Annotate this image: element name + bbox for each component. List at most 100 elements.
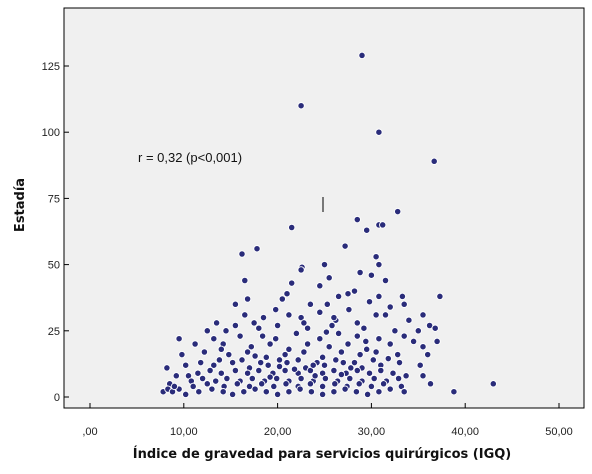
data-point (288, 223, 296, 232)
data-point (311, 372, 319, 380)
plot-area (63, 7, 585, 409)
x-axis-title: Índice de gravedad para servicios quirúr… (133, 446, 511, 462)
x-tick-label: 30,00 (358, 426, 386, 438)
data-point (241, 276, 249, 285)
data-point (203, 380, 211, 388)
data-point (330, 388, 338, 396)
data-point (297, 374, 305, 383)
data-point (321, 374, 330, 383)
data-point (240, 388, 248, 396)
data-point (375, 388, 383, 396)
data-point (377, 366, 385, 375)
data-point (208, 385, 216, 393)
data-point (182, 361, 190, 369)
data-point (363, 226, 371, 234)
data-point (360, 324, 368, 332)
data-point (353, 215, 361, 224)
data-point (337, 370, 346, 379)
data-point (426, 380, 435, 388)
data-point (198, 374, 207, 383)
correlation-annotation: r = 0,32 (p<0,001) (138, 150, 242, 165)
data-point (320, 260, 329, 269)
data-point (316, 308, 324, 316)
data-point (325, 343, 333, 351)
data-point (353, 332, 361, 340)
data-point (210, 335, 218, 343)
y-tick-label: 125 (42, 61, 60, 73)
data-point (275, 356, 284, 364)
data-point (344, 290, 352, 298)
data-point (266, 340, 274, 348)
data-point (372, 253, 380, 261)
data-point (391, 327, 399, 335)
data-point (341, 242, 349, 250)
data-point (212, 319, 221, 327)
data-point (331, 380, 339, 388)
data-point (370, 374, 378, 383)
y-tick-label: 75 (48, 193, 60, 205)
data-point (222, 327, 230, 335)
data-point (253, 245, 261, 253)
y-tick-label: 25 (48, 326, 60, 338)
data-point (228, 358, 237, 367)
data-point (433, 337, 441, 346)
data-points (159, 51, 497, 399)
data-point (231, 321, 240, 330)
data-point (318, 390, 327, 399)
data-point (325, 274, 333, 282)
data-point (398, 292, 407, 301)
data-point (231, 366, 240, 375)
data-point (283, 290, 291, 298)
data-point (195, 388, 203, 396)
data-point (356, 350, 364, 359)
data-point (489, 380, 497, 388)
data-point (285, 311, 293, 319)
data-point (236, 332, 244, 340)
data-point (353, 319, 361, 327)
data-point (356, 268, 364, 277)
data-point (223, 374, 231, 383)
data-point (273, 374, 281, 383)
x-tick-label: ,00 (82, 426, 97, 438)
data-point (400, 388, 408, 396)
data-point (262, 388, 270, 396)
data-point (389, 369, 397, 377)
data-point (330, 366, 338, 375)
data-point (175, 335, 183, 343)
data-point (283, 358, 291, 367)
data-point (375, 128, 383, 136)
data-point (306, 300, 315, 308)
data-point (318, 353, 327, 361)
data-point (219, 388, 227, 396)
data-point (362, 337, 370, 346)
data-point (381, 311, 390, 319)
data-point (436, 292, 444, 301)
x-tick-label: 10,00 (170, 426, 198, 438)
data-point (285, 345, 293, 353)
data-point (278, 295, 286, 303)
data-point (243, 348, 252, 356)
data-point (323, 300, 331, 308)
data-point (231, 300, 240, 308)
data-point (414, 327, 422, 335)
y-tick-label: 50 (48, 260, 60, 272)
data-point (262, 353, 270, 361)
data-point (210, 361, 218, 369)
data-point (350, 287, 359, 295)
data-point (292, 329, 301, 338)
data-point (400, 332, 408, 340)
data-point (350, 358, 359, 367)
data-point (339, 358, 347, 367)
data-point (233, 380, 241, 388)
data-point (194, 369, 202, 377)
data-point (163, 364, 171, 372)
x-tick-label: 50,00 (545, 426, 573, 438)
data-point (365, 298, 374, 306)
data-point (384, 354, 392, 363)
data-point (238, 356, 246, 364)
data-point (225, 350, 233, 359)
data-point (405, 316, 413, 324)
data-point (316, 335, 324, 343)
data-point (431, 324, 439, 332)
data-point (191, 340, 199, 348)
